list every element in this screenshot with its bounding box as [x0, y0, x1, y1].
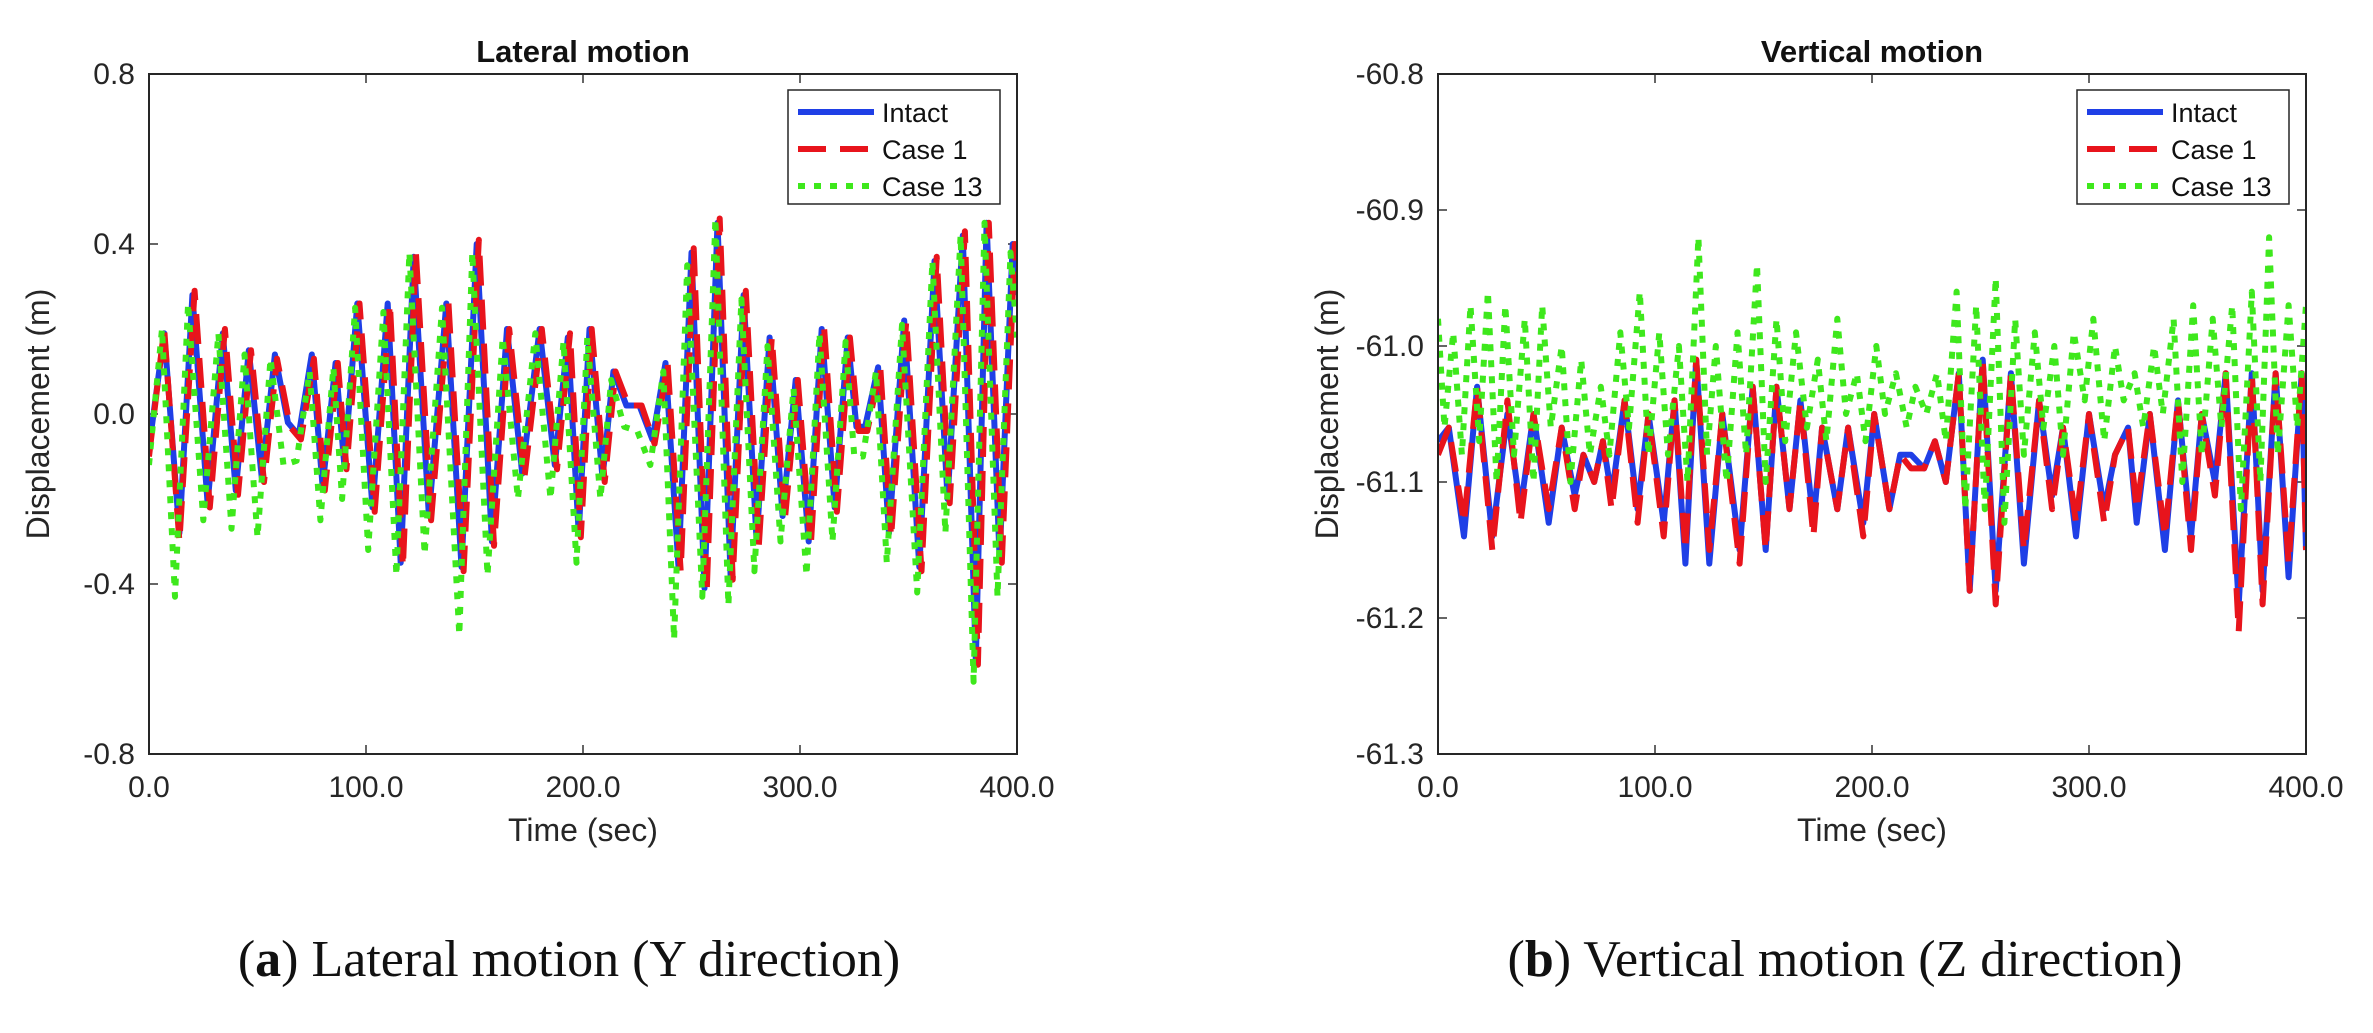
y-tick-label: -61.3 — [1356, 738, 1424, 771]
chart-lateral: 0.0 100.0 200.0 300.0 400.0 -0.8 -0.4 0.0 0.4 0.8… — [20, 34, 1055, 848]
chart-vertical: 0.0 100.0 200.0 300.0 400.0 -61.3 -61.2 -61.1 -6… — [1309, 34, 2344, 848]
x-tick-label: 100.0 — [1617, 771, 1692, 804]
x-tick-label: 300.0 — [762, 771, 837, 804]
y-tick-label: -60.8 — [1356, 58, 1424, 91]
y-tick-label: -61.2 — [1356, 602, 1424, 635]
plot-frame — [1437, 73, 2307, 755]
legend-entry-label: Case 1 — [882, 135, 968, 165]
y-tick-label: -0.4 — [83, 568, 135, 601]
series-line-case-13 — [1438, 234, 2306, 526]
y-tick-label: 0.0 — [93, 398, 135, 431]
chart-title: Lateral motion — [476, 34, 690, 69]
legend-entry-label: Intact — [2171, 98, 2238, 128]
y-tick-label: -60.9 — [1356, 194, 1424, 227]
series-line-case-13 — [149, 215, 1017, 685]
y-axis-label: Displacement (m) — [1309, 289, 1345, 540]
chart-title: Vertical motion — [1761, 34, 1983, 69]
y-tick-label: 0.8 — [93, 58, 135, 91]
y-axis-label: Displacement (m) — [20, 289, 56, 540]
plot-frame — [148, 73, 1018, 755]
legend: Intact Case 1 Case 13 — [787, 89, 1001, 205]
series-line-case-1 — [149, 215, 1017, 668]
x-axis-label: Time (sec) — [508, 812, 658, 848]
caption-a: (a) Lateral motion (Y direction) — [237, 931, 901, 988]
x-tick-label: 300.0 — [2051, 771, 2126, 804]
caption-b: (b) Vertical motion (Z direction) — [1507, 931, 2183, 988]
x-axis-label: Time (sec) — [1797, 812, 1947, 848]
x-tick-label: 400.0 — [2268, 771, 2343, 804]
x-tick-label: 0.0 — [128, 771, 170, 804]
x-tick-label: 200.0 — [545, 771, 620, 804]
legend-entry-label: Case 1 — [2171, 135, 2257, 165]
legend-entry-label: Intact — [882, 98, 949, 128]
legend-entry-label: Case 13 — [882, 172, 983, 202]
x-tick-label: 400.0 — [979, 771, 1054, 804]
legend-entry-label: Case 13 — [2171, 172, 2272, 202]
y-tick-label: -0.8 — [83, 738, 135, 771]
x-tick-label: 100.0 — [328, 771, 403, 804]
series-line-case-1 — [1438, 356, 2306, 635]
y-tick-label: -61.0 — [1356, 330, 1424, 363]
x-tick-label: 0.0 — [1417, 771, 1459, 804]
legend: Intact Case 1 Case 13 — [2076, 89, 2290, 205]
y-tick-label: 0.4 — [93, 228, 135, 261]
y-tick-label: -61.1 — [1356, 466, 1424, 499]
x-tick-label: 200.0 — [1834, 771, 1909, 804]
